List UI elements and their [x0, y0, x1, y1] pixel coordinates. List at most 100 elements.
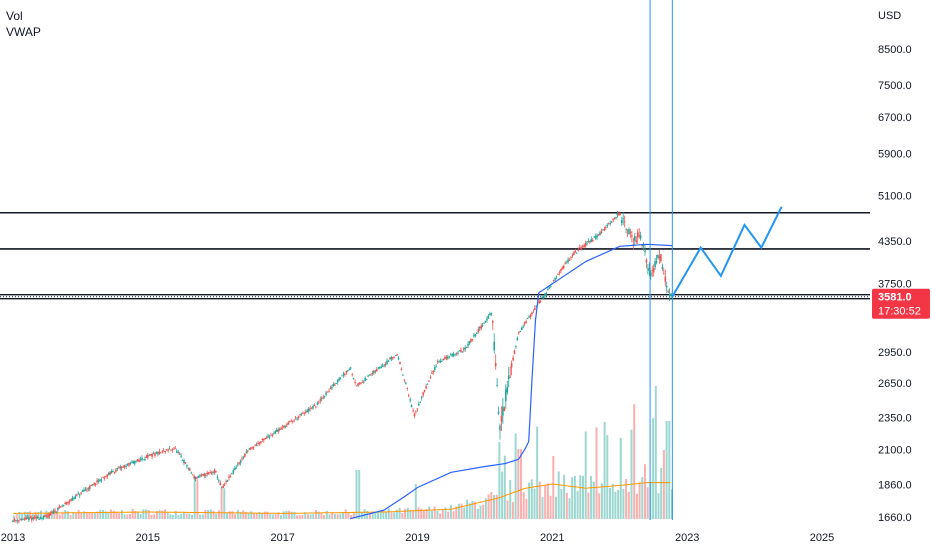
volume-bar	[220, 488, 223, 519]
volume-bar	[56, 510, 59, 519]
candle-body	[191, 474, 194, 476]
time-axis[interactable]: 2013 2015 2017 2019 2021 2023 2025	[1, 532, 834, 544]
volume-bar	[528, 482, 531, 519]
candle-body	[162, 450, 165, 452]
candle-body	[549, 286, 552, 288]
candle-body	[615, 216, 617, 218]
candle-body	[454, 353, 456, 355]
candle-body	[634, 236, 636, 241]
candle-body	[90, 485, 93, 486]
projection-path[interactable]	[671, 206, 783, 298]
candle-body	[242, 457, 245, 458]
volume-bar	[242, 510, 245, 519]
candle-body	[621, 220, 623, 224]
volume-bar	[239, 511, 242, 519]
volume-bar	[511, 502, 514, 519]
candle-body	[365, 378, 368, 380]
candle-body	[57, 508, 59, 510]
candle-body	[371, 372, 374, 374]
volume-bar	[298, 515, 301, 519]
candle-body	[387, 360, 390, 362]
candle-body	[209, 472, 211, 473]
volume-bar	[490, 492, 493, 519]
candle-body	[206, 472, 208, 475]
candle-body	[36, 516, 39, 519]
volume-bar	[571, 477, 574, 519]
candle-body	[263, 438, 265, 441]
projection-layer[interactable]	[671, 206, 783, 298]
candle-body	[23, 517, 26, 520]
candle-body	[378, 367, 381, 369]
candle-body	[519, 331, 522, 332]
volume-bar	[509, 479, 512, 519]
candle-body	[370, 374, 372, 376]
indicator-legend: Vol VWAP	[6, 8, 41, 40]
candle-body	[44, 515, 46, 517]
candle-body	[219, 482, 222, 486]
volume-bar	[77, 510, 80, 519]
volume-bar	[263, 511, 266, 519]
candle-body	[326, 391, 329, 393]
volume-bar	[587, 492, 590, 519]
candle-body	[160, 452, 162, 454]
candle-body	[492, 321, 494, 323]
vertical-lines-layer[interactable]	[649, 0, 673, 520]
volume-bar	[344, 509, 347, 519]
volume-bar	[61, 513, 64, 519]
candle-body	[358, 382, 361, 384]
volume-bar	[495, 494, 498, 519]
candle-body	[432, 371, 435, 373]
price-axis[interactable]: USD 8500.0 7500.0 6700.0 5900.0 5100.0 4350.0 3…	[878, 10, 912, 524]
volume-bar	[662, 450, 665, 519]
candle-body	[248, 448, 251, 450]
candle-body	[297, 416, 300, 418]
volume-bar	[398, 507, 401, 519]
candle-body	[341, 375, 343, 377]
candle-body	[268, 436, 271, 438]
candle-body	[218, 480, 220, 482]
candle-body	[254, 444, 256, 446]
candle-body	[138, 460, 140, 462]
legend-vol[interactable]: Vol	[6, 9, 23, 23]
volume-bar	[115, 511, 118, 519]
candle-body	[390, 357, 393, 360]
volume-bar	[129, 514, 131, 519]
candle-body	[332, 384, 335, 386]
horizontal-lines-layer[interactable]	[0, 211, 870, 300]
x-tick-label: 2015	[136, 532, 160, 544]
candle-body	[77, 493, 79, 495]
candle-body	[451, 354, 453, 357]
candle-body	[258, 442, 261, 444]
candle-body	[493, 341, 495, 351]
volume-bar	[582, 475, 584, 519]
candle-body	[570, 256, 572, 258]
volume-bar	[401, 512, 404, 519]
volume-bar	[568, 498, 571, 519]
volume-bar	[503, 455, 506, 519]
candle-body	[641, 245, 643, 247]
candle-body	[397, 358, 400, 360]
volume-bar	[99, 509, 102, 519]
volume-bar	[274, 514, 277, 519]
volume-bar	[40, 510, 42, 519]
volume-bar	[387, 508, 390, 519]
candle-body	[180, 455, 182, 457]
candle-body	[136, 459, 139, 462]
candle-body	[155, 452, 158, 454]
candle-body	[287, 422, 290, 425]
volume-bar	[414, 484, 417, 519]
y-tick-label: 2100.0	[878, 445, 912, 457]
candle-body	[49, 513, 52, 515]
candle-body	[367, 375, 369, 377]
candle-body	[190, 472, 193, 474]
candle-body	[355, 385, 358, 387]
candle-body	[563, 265, 565, 268]
candle-body	[448, 356, 451, 358]
candle-body	[478, 327, 481, 329]
candle-body	[425, 386, 427, 389]
candle-body	[220, 487, 223, 489]
volume-bar	[603, 421, 606, 519]
legend-vwap[interactable]: VWAP	[6, 25, 41, 39]
